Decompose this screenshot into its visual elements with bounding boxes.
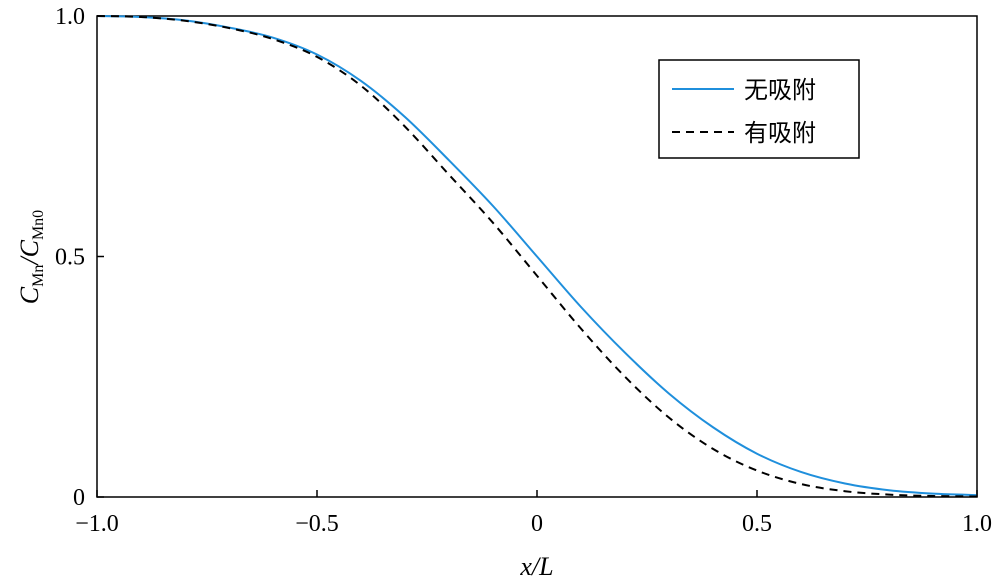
legend-label-no-adsorption: 无吸附 — [744, 76, 816, 104]
legend-box — [658, 59, 860, 159]
x-tick-label: −0.5 — [295, 511, 339, 537]
y-axis-title-slash: / — [15, 255, 44, 267]
legend-label-with-adsorption: 有吸附 — [744, 119, 816, 147]
series-layer — [96, 15, 978, 498]
y-axis-title: CMn/CMn0 — [15, 210, 47, 304]
x-tick-label: 0.5 — [742, 511, 772, 537]
y-tick-label: 1.0 — [55, 4, 85, 30]
ticks-layer: −1.0 −0.5 0 0.5 1.0 0 0.5 1.0 — [55, 4, 992, 537]
y-axis-title-c1: C — [15, 286, 44, 304]
y-axis-title-s1: Mn — [30, 265, 47, 287]
y-tick-label: 0.5 — [55, 245, 85, 271]
series-line-with-adsorption — [96, 15, 978, 498]
x-axis-title: x/L — [519, 552, 553, 581]
x-tick-label: 0 — [531, 511, 543, 537]
x-tick-label: −1.0 — [75, 511, 119, 537]
y-tick-label: 0 — [73, 485, 85, 511]
y-axis-title-c2: C — [15, 239, 44, 257]
y-axis-title-s2: Mn0 — [30, 210, 47, 240]
x-tick-label: 1.0 — [962, 511, 992, 537]
legend: 无吸附 有吸附 — [658, 59, 860, 159]
